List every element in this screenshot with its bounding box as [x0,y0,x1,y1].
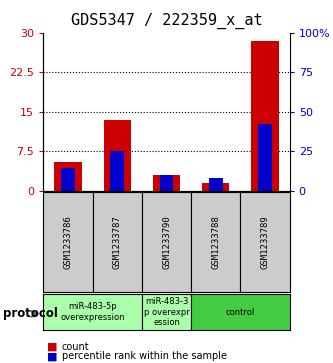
Bar [110,151,124,191]
Text: GSM1233787: GSM1233787 [113,215,122,269]
Text: percentile rank within the sample: percentile rank within the sample [62,351,226,362]
Bar [202,183,229,191]
Text: ■: ■ [47,351,57,362]
Bar [61,168,75,191]
Text: GDS5347 / 222359_x_at: GDS5347 / 222359_x_at [71,13,262,29]
Bar [55,162,82,191]
Text: count: count [62,342,89,352]
Text: miR-483-3
p overexpr
ession: miR-483-3 p overexpr ession [144,297,189,327]
Text: ■: ■ [47,342,57,352]
Bar [251,41,278,191]
Text: protocol: protocol [3,307,58,321]
Text: GSM1233788: GSM1233788 [211,215,220,269]
Bar [104,119,131,191]
Text: GSM1233786: GSM1233786 [63,215,73,269]
Bar [160,175,173,191]
Bar [209,178,223,191]
Text: control: control [226,308,255,317]
Text: miR-483-5p
overexpression: miR-483-5p overexpression [60,302,125,322]
Bar [153,175,180,191]
Text: GSM1233790: GSM1233790 [162,215,171,269]
Bar [258,124,272,191]
Text: GSM1233789: GSM1233789 [260,215,270,269]
